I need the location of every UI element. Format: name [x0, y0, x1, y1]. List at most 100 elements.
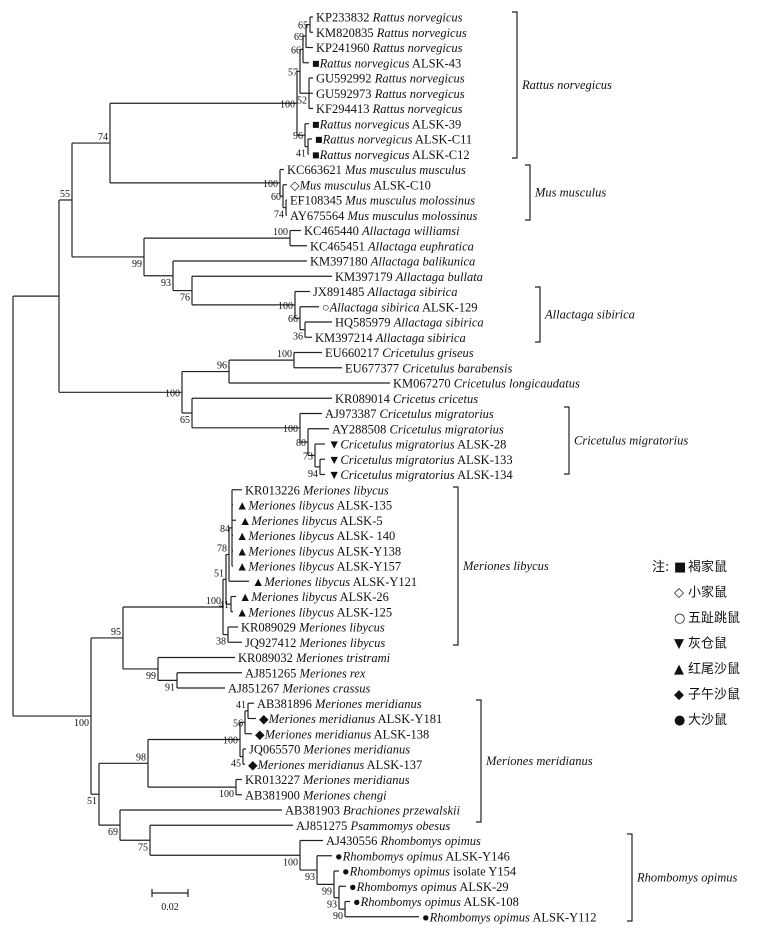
bootstrap-value: 96: [293, 131, 303, 142]
accession-number: KR089029: [241, 621, 296, 635]
bootstrap-value: 57: [288, 67, 298, 78]
clade-bracket: [535, 286, 541, 343]
species-name: Meriones libycus: [250, 590, 337, 604]
bootstrap-value: 36: [293, 332, 303, 343]
specimen-marker-icon: ●: [353, 895, 361, 909]
bootstrap-value: 100: [280, 99, 295, 110]
bootstrap-value: 74: [274, 210, 284, 221]
specimen-marker-icon: ▲: [252, 575, 264, 589]
species-name: Mus musculus molossinus: [347, 209, 478, 223]
bootstrap-value: 93: [305, 872, 315, 883]
leaf-label: ▲Meriones libycus ALSK-135: [236, 499, 392, 513]
clade-label: Cricetulus migratorius: [574, 434, 688, 448]
species-name: Rattus norvegicus: [319, 117, 410, 131]
accession-number: AB381903: [285, 804, 340, 818]
bootstrap-value: 100: [273, 227, 288, 238]
species-name: Mus musculus: [299, 178, 371, 192]
species-name: Meriones libycus: [247, 560, 334, 574]
leaf-label: AY675564 Mus musculus molossinus: [290, 209, 478, 223]
leaf-label: ▼Cricetulus migratorius ALSK-134: [328, 468, 513, 482]
specimen-marker-icon: ▼: [328, 468, 340, 482]
legend-item-label: 小家鼠: [688, 585, 727, 601]
species-name: Allactaga williamsi: [361, 224, 460, 238]
bootstrap-value: 94: [308, 469, 318, 480]
accession-number: KF294413: [316, 102, 369, 116]
species-name: Meriones libycus: [263, 575, 350, 589]
species-name: Allactaga sibirica: [393, 316, 484, 330]
species-name: Rattus norvegicus: [372, 11, 463, 25]
accession-number: JX891485: [313, 285, 364, 299]
accession-number: AY675564: [290, 209, 345, 223]
legend-symbol-icon: ○: [674, 611, 685, 626]
leaf-label: AY288508 Cricetulus migratorius: [332, 422, 504, 436]
species-name: Meriones libycus: [250, 514, 337, 528]
bootstrap-value: 100: [219, 789, 234, 800]
bootstrap-value: 100: [278, 301, 293, 312]
accession-number: KM820835: [316, 26, 374, 40]
bootstrap-value: 95: [111, 627, 121, 638]
species-name: Allactaga sibirica: [329, 300, 420, 314]
species-name: Meriones libycus: [247, 605, 334, 619]
species-name: Mus musculus molossinus: [344, 194, 475, 208]
leaf-label: JQ927412 Meriones libycus: [245, 636, 385, 650]
leaf-label: ◆Meriones meridianus ALSK-138: [255, 727, 429, 741]
bootstrap-value: 100: [165, 388, 180, 399]
isolate-id: ALSK-129: [422, 300, 478, 314]
specimen-marker-icon: ▲: [236, 560, 248, 574]
accession-number: EU677377: [345, 361, 399, 375]
leaf-label: KP233832 Rattus norvegicus: [316, 11, 463, 25]
bootstrap-value: 56: [233, 718, 243, 729]
specimen-marker-icon: ◇: [290, 178, 300, 192]
specimen-marker-icon: ▲: [236, 499, 248, 513]
bootstrap-value: 84: [220, 524, 230, 535]
bootstrap-value: 65: [180, 415, 190, 426]
bootstrap-value: 45: [231, 759, 241, 770]
bootstrap-value: 100: [206, 596, 221, 607]
species-name: Meriones chengi: [302, 788, 387, 802]
legend-item-label: 褐家鼠: [688, 559, 727, 575]
bootstrap-value: 76: [180, 293, 190, 304]
accession-number: AJ430556: [326, 834, 377, 848]
isolate-id: ALSK-134: [457, 468, 513, 482]
isolate-id: ALSK-133: [457, 453, 513, 467]
species-name: Mus musculus musculus: [344, 163, 466, 177]
bootstrap-value: 69: [294, 32, 304, 43]
bootstrap-value: 99: [146, 671, 156, 682]
accession-number: AJ851265: [245, 666, 296, 680]
accession-number: AJ851275: [296, 819, 347, 833]
leaf-label: KM067270 Cricetulus longicaudatus: [393, 377, 580, 391]
scale-bar-line: [151, 889, 189, 897]
accession-number: KM397180: [310, 255, 368, 269]
isolate-id: ALSK-125: [337, 605, 393, 619]
leaf-label: AJ851265 Meriones rex: [245, 666, 366, 680]
bootstrap-value: 51: [87, 796, 97, 807]
species-name: Allactaga euphratica: [367, 239, 474, 253]
species-name: Rhombomys opimus: [380, 834, 481, 848]
leaf-label: EU660217 Cricetulus griseus: [325, 346, 474, 360]
bootstrap-value: 73: [303, 451, 313, 462]
leaf-label: AB381896 Meriones meridianus: [257, 697, 422, 711]
species-name: Meriones libycus: [302, 483, 389, 497]
legend-symbol-icon: ▲: [674, 662, 684, 677]
bootstrap-value: 60: [271, 192, 281, 203]
specimen-marker-icon: ▲: [236, 605, 248, 619]
bootstrap-value: 80: [296, 438, 306, 449]
bootstrap-value: 98: [136, 752, 146, 763]
specimen-marker-icon: ●: [349, 880, 357, 894]
legend-item-label: 五趾跳鼠: [688, 611, 740, 626]
bootstrap-value: 100: [283, 424, 298, 435]
bootstrap-value: 78: [217, 544, 227, 555]
leaf-label: ▲Meriones libycus ALSK-5: [239, 514, 383, 528]
species-name: Allactaga bullata: [395, 270, 483, 284]
accession-number: KP241960: [316, 41, 369, 55]
isolate-id: ALSK-137: [367, 758, 423, 772]
scale-bar-label: 0.02: [161, 902, 179, 913]
specimen-marker-icon: ■: [315, 133, 323, 147]
accession-number: KP233832: [316, 11, 369, 25]
species-name: Cricetulus barabensis: [402, 361, 512, 375]
clade-label: Mus musculus: [534, 186, 606, 200]
clade-bracket: [512, 11, 518, 159]
leaf-label: ■Rattus norvegicus ALSK-C12: [312, 148, 470, 162]
species-name: Meriones libycus: [298, 621, 385, 635]
isolate-id: ALSK-Y181: [378, 712, 443, 726]
